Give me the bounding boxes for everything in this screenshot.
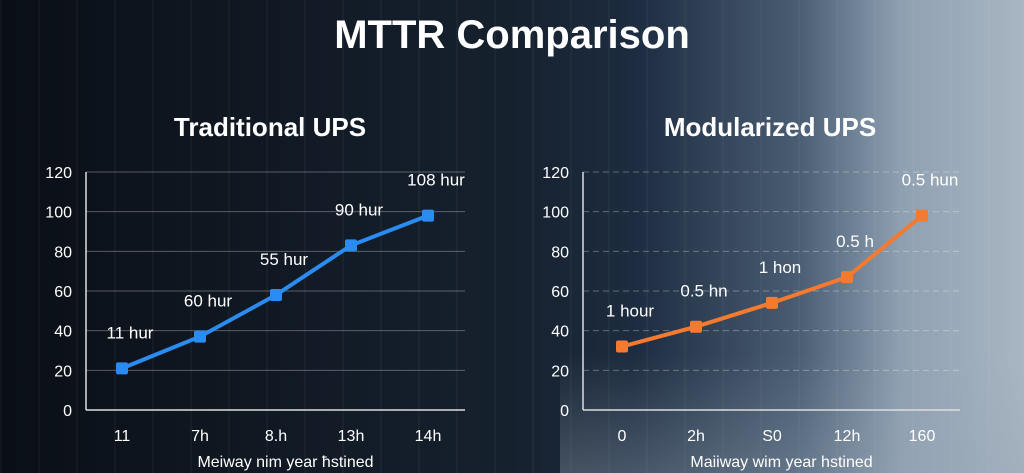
data-point — [270, 288, 282, 301]
y-tick-label: 120 — [542, 165, 569, 182]
data-label: 108 hur — [407, 171, 465, 190]
data-label: 90 hur — [335, 200, 384, 219]
x-tick-label: 160 — [909, 428, 936, 445]
data-label: 11 hur — [107, 323, 154, 342]
y-tick-label: 40 — [54, 324, 72, 341]
data-label: 55 hur — [260, 250, 309, 269]
background-floor — [560, 353, 1024, 473]
data-point — [841, 271, 853, 284]
x-tick-label: 12h — [834, 428, 861, 445]
data-label: 0.5 hn — [680, 282, 727, 301]
data-point — [422, 209, 434, 222]
y-tick-label: 80 — [551, 244, 569, 261]
x-tick-label: S0 — [762, 428, 782, 445]
main-title: MTTR Comparison — [334, 13, 690, 57]
y-tick-label: 0 — [63, 403, 72, 420]
data-label: 0.5 h — [836, 232, 874, 251]
y-tick-label: 20 — [54, 363, 72, 380]
data-label: 1 hon — [759, 258, 802, 277]
x-axis-label: Maiiway wim year hstined — [690, 454, 872, 471]
y-tick-label: 120 — [45, 165, 72, 182]
x-tick-label: 11 — [114, 428, 131, 445]
x-tick-label: 0 — [618, 428, 627, 445]
y-tick-label: 100 — [45, 205, 72, 222]
data-point — [916, 209, 928, 222]
x-tick-label: 7h — [191, 428, 209, 445]
data-point — [690, 320, 702, 333]
series-line — [621, 214, 924, 349]
data-label: 60 hur — [184, 292, 233, 311]
data-label: 1 hour — [606, 302, 655, 321]
data-label: 0.5 hun — [902, 171, 959, 190]
data-point — [766, 296, 778, 309]
x-tick-label: 8.h — [265, 428, 287, 445]
data-point — [116, 362, 128, 375]
x-tick-label: 2h — [687, 428, 705, 445]
x-axis-label: Meiway nim year ħstined — [197, 454, 373, 471]
y-tick-label: 0 — [560, 403, 569, 420]
y-tick-label: 80 — [54, 244, 72, 261]
y-tick-label: 60 — [54, 284, 72, 301]
x-tick-label: 13h — [338, 428, 365, 445]
y-tick-label: 40 — [551, 324, 569, 341]
chart-title-1: Traditional UPS — [174, 112, 366, 142]
x-tick-label: 14h — [415, 428, 442, 445]
y-tick-label: 100 — [542, 205, 569, 222]
y-tick-label: 60 — [551, 284, 569, 301]
data-point — [194, 330, 206, 343]
y-tick-label: 20 — [551, 363, 569, 380]
data-point — [345, 239, 357, 252]
chart-title-2: Modularized UPS — [664, 112, 876, 142]
data-point — [616, 340, 628, 353]
